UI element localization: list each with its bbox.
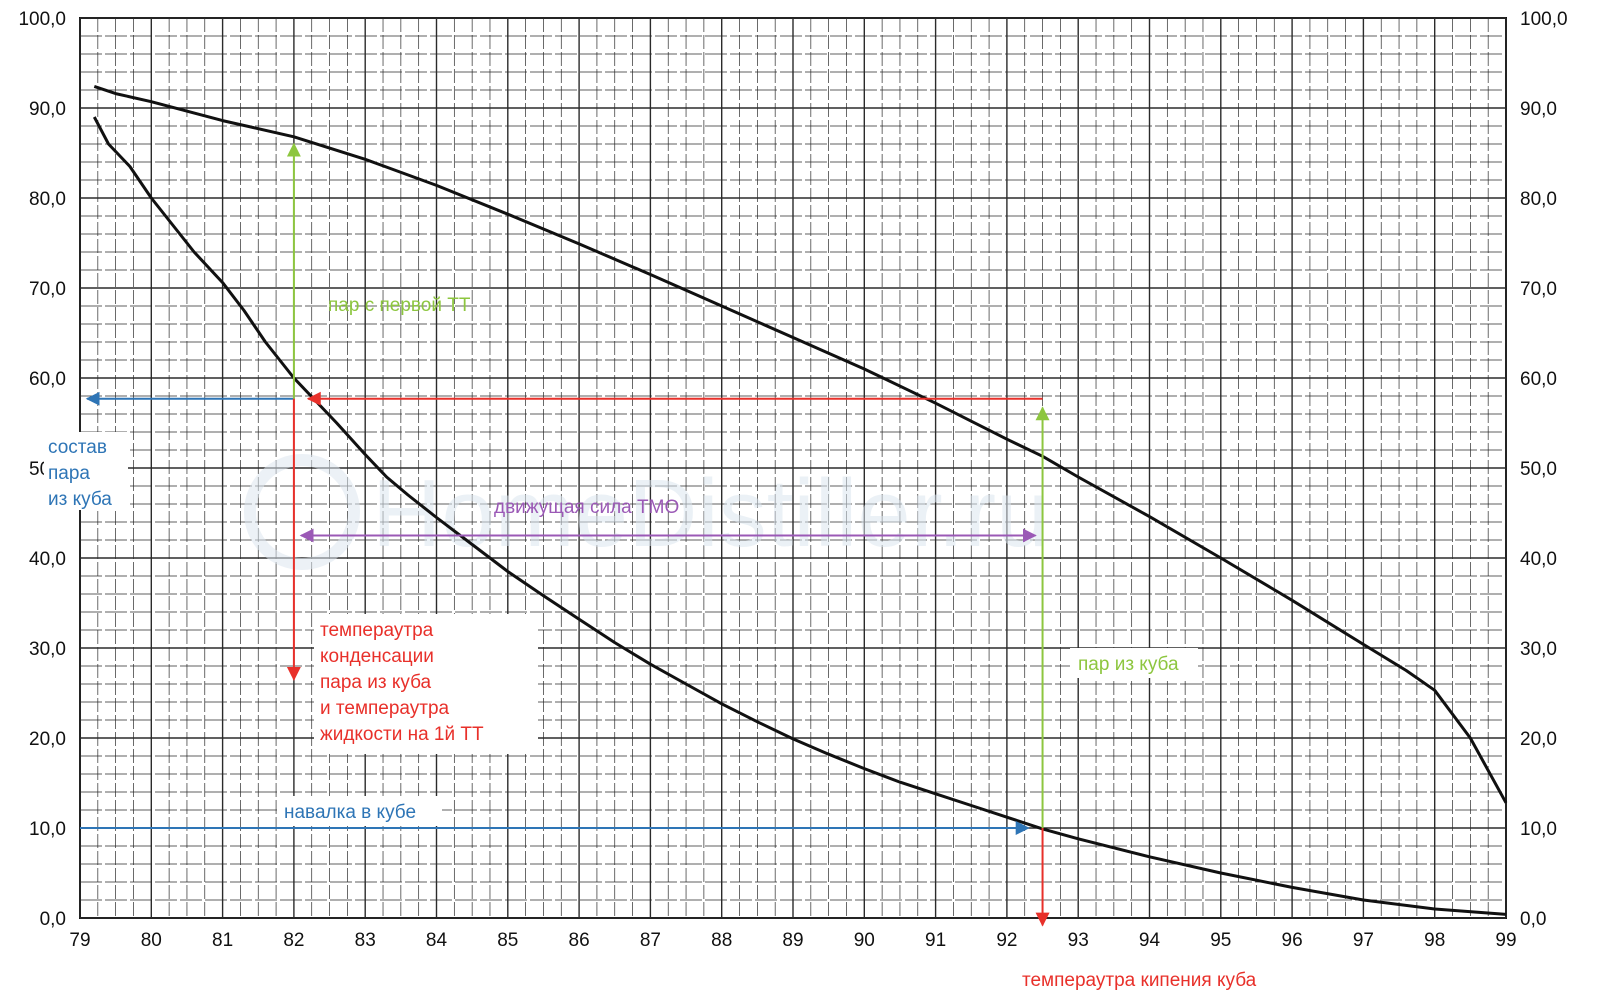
label-bg-condensation-temp [314, 614, 538, 754]
x-tick-label: 83 [355, 930, 376, 951]
label-condensation-temp: темпераутра конденсации пара из куба и т… [320, 620, 484, 745]
y-axis-left-ticks: 0,010,020,030,040,050,060,070,080,090,01… [18, 9, 66, 930]
x-tick-label: 81 [212, 930, 233, 951]
label-bg-vapor-from-still [1070, 648, 1198, 678]
label-vapor-composition-line-1: состав [48, 437, 107, 458]
x-tick-label: 88 [711, 930, 732, 951]
label-condensation-temp-line-2: конденсации [320, 646, 434, 667]
y-tick-label-right: 0,0 [1520, 909, 1546, 930]
label-vapor-composition-line-3: из куба [48, 489, 112, 510]
x-tick-label: 89 [782, 930, 803, 951]
y-tick-label-left: 80,0 [29, 189, 66, 210]
label-condensation-temp-line-5: жидкости на 1й ТТ [320, 724, 484, 745]
y-tick-label-left: 90,0 [29, 99, 66, 120]
curve-vapor [93, 84, 1508, 804]
y-tick-label-left: 10,0 [29, 819, 66, 840]
y-tick-label-right: 50,0 [1520, 459, 1557, 480]
curve-liquid [92, 116, 1507, 916]
annotation-arrows [80, 142, 1050, 927]
y-tick-label-left: 20,0 [29, 729, 66, 750]
label-condensation-temp-line-1: темпераутра [320, 620, 434, 641]
x-tick-label: 80 [141, 930, 162, 951]
label-vapor-from-still: пар из куба [1078, 654, 1179, 675]
x-tick-label: 92 [996, 930, 1017, 951]
y-tick-label-left: 100,0 [18, 9, 66, 30]
x-tick-label: 91 [925, 930, 946, 951]
label-vapor-first-plate: пар с первой ТТ [328, 295, 471, 316]
y-tick-label-right: 30,0 [1520, 639, 1557, 660]
y-tick-label-left: 60,0 [29, 369, 66, 390]
label-condensation-temp-line-3: пара из куба [320, 672, 432, 693]
annotation-texts: пар с первой ТТ состав пара из куба движ… [44, 295, 1257, 991]
x-tick-label: 90 [854, 930, 875, 951]
x-tick-label: 82 [283, 930, 304, 951]
x-tick-label: 86 [569, 930, 590, 951]
y-tick-label-left: 0,0 [40, 909, 66, 930]
y-tick-label-right: 40,0 [1520, 549, 1557, 570]
x-axis-ticks: 79 80 81 82 83 84 85 86 87 88 89 90 91 92 93 94 95 96 97 98… [69, 930, 1516, 951]
curves [92, 84, 1508, 916]
x-tick-label: 97 [1353, 930, 1374, 951]
label-condensation-temp-line-4: и темпераутра [320, 698, 450, 719]
grid [79, 17, 1507, 919]
x-tick-label: 87 [640, 930, 661, 951]
watermark-text: HomeDistiller.ru [372, 460, 1049, 567]
x-tick-label: 85 [497, 930, 518, 951]
y-tick-label-right: 70,0 [1520, 279, 1557, 300]
x-tick-label: 94 [1139, 930, 1161, 951]
label-driving-force: движущая сила ТМО [494, 497, 679, 518]
label-bg-vapor-composition [44, 432, 128, 510]
y-tick-label-right: 90,0 [1520, 99, 1557, 120]
y-tick-label-left: 70,0 [29, 279, 66, 300]
label-vapor-composition-line-2: пара [48, 463, 90, 484]
label-charge-in-still: навалка в кубе [284, 802, 416, 823]
x-tick-label: 79 [69, 930, 90, 951]
y-tick-label-left: 30,0 [29, 639, 66, 660]
x-tick-label: 93 [1068, 930, 1089, 951]
y-axis-right-ticks: 0,0 10,0 20,0 30,0 40,0 50,0 60,0 70,0 80,0 90,0 1… [1520, 9, 1568, 930]
y-tick-label-right: 10,0 [1520, 819, 1557, 840]
label-bg-charge-in-still [280, 796, 442, 826]
y-tick-label-right: 60,0 [1520, 369, 1557, 390]
y-tick-label-left: 40,0 [29, 549, 66, 570]
watermark-logo [244, 454, 360, 570]
y-tick-label-right: 80,0 [1520, 189, 1557, 210]
x-tick-label: 98 [1424, 930, 1445, 951]
x-tick-label: 95 [1210, 930, 1231, 951]
label-still-boiling-temp: темпераутра кипения куба [1022, 970, 1257, 991]
x-tick-label: 84 [426, 930, 448, 951]
y-tick-label-right: 100,0 [1520, 9, 1568, 30]
y-tick-label-right: 20,0 [1520, 729, 1557, 750]
x-tick-label: 96 [1282, 930, 1303, 951]
label-vapor-composition: состав пара из куба [48, 437, 112, 510]
x-tick-label: 99 [1495, 930, 1516, 951]
